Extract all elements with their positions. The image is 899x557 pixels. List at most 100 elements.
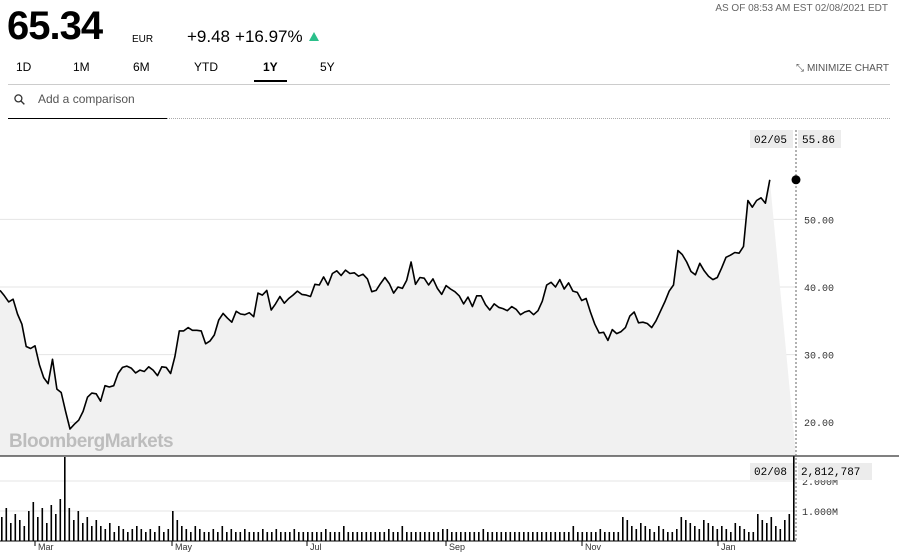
volume-bar — [131, 529, 134, 541]
volume-bar — [716, 529, 719, 541]
volume-bar — [518, 532, 521, 541]
volume-bar — [653, 532, 656, 541]
volume-bar — [599, 529, 602, 541]
volume-bar — [770, 517, 773, 541]
volume-bar — [293, 529, 296, 541]
volume-bar — [28, 511, 30, 541]
comparison-input[interactable] — [36, 91, 170, 107]
volume-bar — [392, 532, 395, 541]
volume-bar — [577, 532, 579, 541]
volume-bar — [793, 456, 795, 541]
volume-bar — [59, 499, 62, 541]
volume-bar — [118, 526, 120, 541]
volume-bar — [667, 532, 669, 541]
volume-bar — [158, 526, 161, 541]
tab-1m[interactable]: 1M — [73, 60, 90, 74]
volume-bar — [365, 532, 368, 541]
volume-bar — [712, 526, 714, 541]
volume-hover-date: 02/08 — [754, 467, 787, 479]
volume-bar — [235, 532, 237, 541]
volume-bar — [743, 529, 746, 541]
volume-bar — [397, 532, 399, 541]
volume-bar — [622, 517, 624, 541]
volume-bar — [311, 532, 314, 541]
volume-bar — [469, 532, 471, 541]
volume-bar — [262, 529, 264, 541]
volume-bar — [203, 532, 206, 541]
minimize-chart-button[interactable]: ⤡ MINIMIZE CHART — [796, 63, 889, 74]
volume-bar — [721, 526, 723, 541]
volume-bar — [482, 529, 485, 541]
tab-6m[interactable]: 6M — [133, 60, 150, 74]
volume-bar — [550, 532, 552, 541]
volume-bar — [50, 505, 53, 541]
volume-tick-label: 1.000M — [802, 508, 838, 519]
volume-bar — [491, 532, 494, 541]
volume-bar — [266, 532, 269, 541]
volume-bar — [253, 532, 255, 541]
volume-bar — [1, 517, 3, 541]
volume-bar — [536, 532, 539, 541]
volume-bar — [127, 532, 129, 541]
volume-bar — [37, 517, 39, 541]
volume-bar — [527, 532, 530, 541]
volume-bar — [446, 529, 449, 541]
volume-bar — [46, 523, 48, 541]
volume-bar — [559, 532, 561, 541]
volume-bar — [590, 532, 593, 541]
volume-bar — [181, 526, 183, 541]
volume-bar — [163, 532, 165, 541]
volume-bar — [370, 532, 372, 541]
tab-5y[interactable]: 5Y — [320, 60, 335, 74]
volume-bar — [338, 532, 341, 541]
bloomberg-watermark: BloombergMarkets — [9, 431, 173, 452]
volume-bar — [226, 532, 228, 541]
volume-bar — [595, 532, 597, 541]
volume-bar — [509, 532, 512, 541]
volume-bar — [689, 523, 692, 541]
hover-value-box — [798, 130, 841, 148]
volume-bar — [766, 523, 768, 541]
volume-bar — [145, 532, 147, 541]
volume-bar — [167, 529, 170, 541]
volume-bar — [698, 529, 701, 541]
volume-bar — [383, 532, 386, 541]
volume-bar — [694, 526, 696, 541]
volume-bar — [658, 526, 660, 541]
volume-bar — [730, 532, 732, 541]
search-icon — [14, 94, 25, 105]
tab-ytd[interactable]: YTD — [194, 60, 218, 74]
tab-1y[interactable]: 1Y — [254, 60, 287, 82]
volume-bar — [289, 532, 291, 541]
volume-bar — [419, 532, 422, 541]
volume-bar — [109, 523, 111, 541]
volume-bar — [415, 532, 417, 541]
volume-bar — [608, 532, 611, 541]
volume-bar — [41, 508, 44, 541]
volume-bar — [257, 532, 260, 541]
x-tick-label: Jul — [310, 542, 322, 552]
up-arrow-icon — [308, 32, 319, 41]
volume-bar — [140, 529, 143, 541]
volume-bar — [784, 520, 786, 541]
volume-bar — [707, 523, 710, 541]
volume-bar — [739, 526, 741, 541]
volume-bar — [442, 529, 444, 541]
volume-bar — [626, 520, 629, 541]
last-price: 65.34 — [7, 4, 103, 48]
volume-bar — [532, 532, 534, 541]
volume-bar — [374, 532, 377, 541]
volume-bar — [176, 520, 179, 541]
volume-bar — [487, 532, 489, 541]
volume-bar — [307, 532, 309, 541]
volume-bar — [271, 532, 273, 541]
volume-bar — [10, 523, 12, 541]
volume-bar — [586, 532, 588, 541]
volume-bar — [172, 511, 174, 541]
volume-bar — [649, 529, 651, 541]
volume-bar — [113, 532, 116, 541]
tab-1d[interactable]: 1D — [16, 60, 32, 74]
x-tick-label: Mar — [38, 542, 54, 552]
volume-bar — [352, 532, 354, 541]
